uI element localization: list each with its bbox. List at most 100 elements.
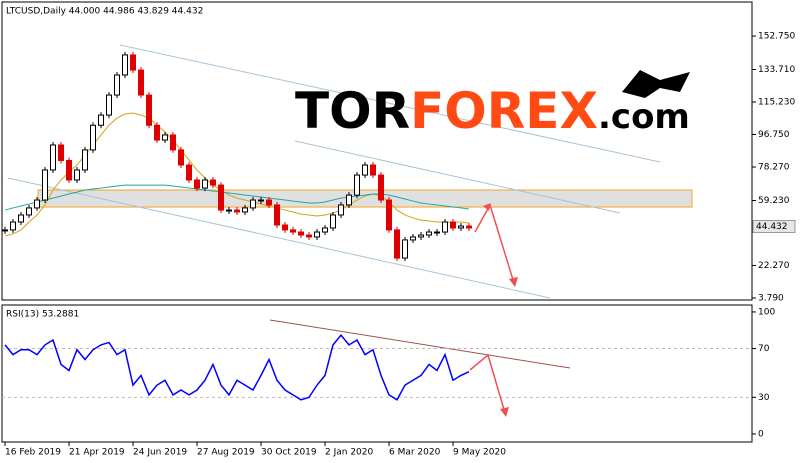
candle	[450, 221, 456, 229]
candle	[50, 144, 56, 171]
candle	[218, 184, 224, 211]
y-tick-label: 96.750	[758, 130, 790, 140]
x-tick-label: 6 Mar 2020	[389, 448, 441, 458]
y-tick-label: 133.710	[758, 65, 795, 75]
arrow-head	[483, 203, 491, 211]
candle	[106, 94, 112, 116]
logo-part: TOR	[295, 82, 410, 140]
moving-average	[4, 184, 470, 211]
candle	[194, 179, 200, 189]
channel-line	[294, 140, 621, 214]
candle	[394, 229, 400, 259]
candle	[74, 169, 80, 181]
candle	[298, 231, 304, 236]
candle	[346, 194, 352, 206]
candle	[282, 224, 288, 231]
last-price-label: 44.432	[756, 222, 788, 232]
rsi-title: RSI(13) 53.2881	[6, 310, 79, 320]
candle	[202, 179, 208, 189]
candle	[26, 207, 32, 216]
x-tick-label: 24 Jun 2019	[133, 448, 187, 458]
candle	[306, 234, 312, 238]
candle	[314, 231, 320, 238]
support-zone	[37, 189, 693, 208]
candle	[442, 221, 448, 233]
candle	[434, 231, 440, 234]
rsi-trendline	[269, 319, 571, 369]
candle	[42, 169, 48, 201]
rsi-panel	[1, 304, 753, 443]
logo-part: .com	[598, 97, 690, 137]
candle	[10, 221, 16, 231]
chart-title: LTCUSD,Daily 44.000 44.986 43.829 44.432	[6, 7, 203, 17]
logo-icon	[622, 70, 690, 98]
candle	[274, 204, 280, 226]
y-tick-label: 100	[758, 307, 775, 317]
candle	[458, 225, 464, 229]
candle	[290, 229, 296, 233]
y-tick-label: 78.270	[758, 163, 790, 173]
candle	[186, 164, 192, 181]
channel-line	[119, 44, 661, 163]
candle	[82, 149, 88, 171]
y-tick-label: 59.230	[758, 196, 790, 206]
arrow-head	[509, 277, 518, 287]
x-tick-label: 16 Feb 2019	[5, 448, 61, 458]
candle	[258, 199, 264, 202]
y-tick-label: 22.270	[758, 261, 790, 271]
candle	[170, 134, 176, 151]
candle	[114, 74, 120, 96]
y-tick-label: 152.750	[758, 32, 795, 42]
arrow-head	[500, 407, 509, 417]
candle	[362, 164, 368, 176]
candle	[34, 199, 40, 209]
y-tick-label: 0	[758, 429, 764, 439]
candle	[66, 159, 72, 181]
x-tick-label: 30 Oct 2019	[261, 448, 317, 458]
candle	[250, 199, 256, 209]
candle	[466, 225, 472, 229]
candle	[130, 54, 136, 71]
candle	[402, 239, 408, 259]
candle	[154, 124, 160, 141]
candle	[330, 214, 336, 229]
candle	[338, 204, 344, 216]
arrow	[469, 353, 506, 414]
price-panel	[1, 1, 753, 301]
candle	[210, 179, 216, 186]
candle	[138, 69, 144, 96]
candle	[146, 94, 152, 126]
candle	[242, 207, 248, 213]
last-price-box	[752, 220, 796, 234]
candle	[162, 134, 168, 141]
x-tick-label: 9 May 2020	[453, 448, 506, 458]
y-tick-label: 70	[758, 344, 770, 354]
y-tick-label: 3.790	[758, 293, 784, 303]
candle	[234, 209, 240, 213]
x-tick-label: 27 Aug 2019	[197, 448, 255, 458]
candle	[178, 149, 184, 166]
y-tick-label: 115.230	[758, 98, 795, 108]
candle	[2, 229, 8, 232]
candle	[378, 174, 384, 201]
candle	[354, 174, 360, 196]
candle	[418, 234, 424, 238]
rsi-line	[4, 333, 470, 401]
candle	[98, 114, 104, 126]
candle	[266, 199, 272, 206]
candle	[18, 214, 24, 223]
x-tick-label: 2 Jan 2020	[325, 448, 373, 458]
candle	[426, 231, 432, 236]
arrow	[489, 204, 515, 284]
y-tick-label: 30	[758, 393, 770, 403]
x-tick-label: 21 Apr 2019	[69, 448, 125, 458]
candle	[386, 199, 392, 231]
logo: TORFOREX.com	[295, 82, 690, 140]
candle	[58, 144, 64, 161]
logo-part: FOREX	[410, 82, 598, 140]
channel-line	[7, 177, 551, 299]
candle	[322, 227, 328, 233]
candle	[410, 236, 416, 241]
